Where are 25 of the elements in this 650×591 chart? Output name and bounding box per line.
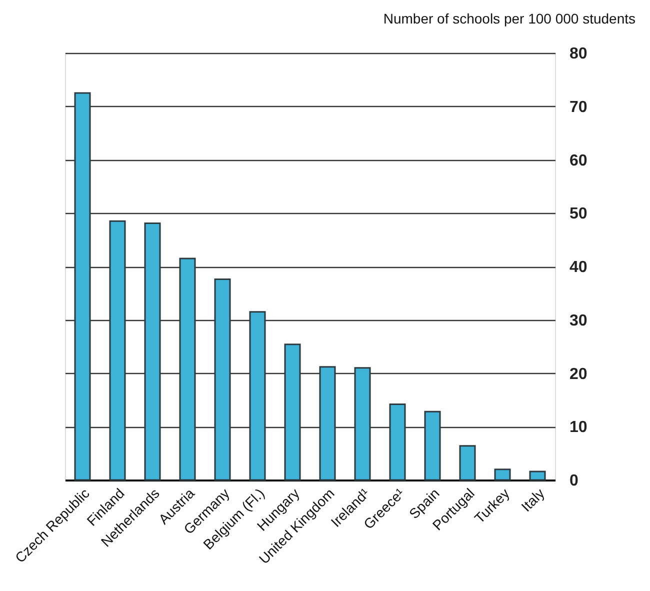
y-tick-label: 10 <box>570 419 588 436</box>
y-tick-label: 20 <box>570 366 588 383</box>
y-tick-label: 80 <box>570 46 588 62</box>
y-tick-label: 60 <box>570 152 588 170</box>
bar <box>319 366 336 481</box>
bar <box>494 468 511 481</box>
y-tick-label: 50 <box>570 206 588 223</box>
bar <box>424 410 441 481</box>
y-tick-label: 40 <box>570 259 588 276</box>
bar <box>249 311 266 481</box>
x-tick-label: Italy <box>518 485 548 515</box>
bar <box>214 278 231 481</box>
bar <box>284 344 301 481</box>
y-axis-title: Number of schools per 100 000 students <box>383 10 636 26</box>
bar <box>109 220 126 481</box>
y-tick-label: 30 <box>570 312 588 330</box>
y-tick-label: 0 <box>570 472 578 490</box>
bar <box>179 258 196 481</box>
bar <box>354 367 371 481</box>
bar <box>529 470 546 481</box>
bar <box>74 92 91 481</box>
bar <box>144 222 161 481</box>
y-tick-label: 70 <box>570 98 588 116</box>
bar <box>389 403 406 481</box>
bar <box>459 445 476 481</box>
